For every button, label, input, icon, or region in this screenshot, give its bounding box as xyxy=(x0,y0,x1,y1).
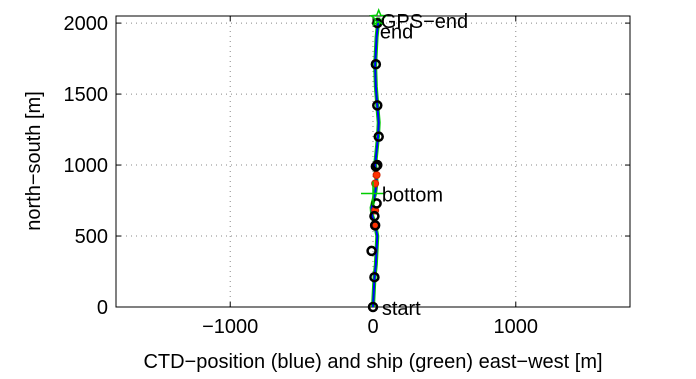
black-marker xyxy=(369,271,380,283)
black-marker xyxy=(366,245,377,257)
black-marker xyxy=(372,100,383,111)
black-marker xyxy=(373,131,384,142)
annotation-label: end xyxy=(380,22,413,44)
y-tick-label: 1000 xyxy=(64,155,109,177)
black-marker xyxy=(372,159,383,171)
y-tick-label: 2000 xyxy=(64,13,109,35)
y-tick-label: 500 xyxy=(75,226,108,248)
x-axis-label: CTD−position (blue) and ship (green) eas… xyxy=(143,351,602,373)
x-tick-label: 1000 xyxy=(494,316,539,338)
annotation-label: GPS−end xyxy=(381,11,468,33)
gps-end-marker xyxy=(369,8,389,27)
annotation-label: start xyxy=(382,298,421,320)
x-tick-label: −1000 xyxy=(202,316,258,338)
axis-ticks: −1000 0 1000 0 500 1000 1500 2000 xyxy=(64,13,630,338)
y-axis-label: north−south [m] xyxy=(23,91,45,231)
marker-layer xyxy=(361,8,389,313)
black-marker xyxy=(369,220,381,231)
black-marker xyxy=(370,59,382,70)
black-marker xyxy=(371,198,382,209)
black-marker xyxy=(369,210,380,222)
y-tick-label: 0 xyxy=(97,297,108,319)
annotation-label: bottom xyxy=(382,184,443,206)
black-marker xyxy=(367,301,379,313)
red-marker xyxy=(372,170,381,179)
y-tick-label: 1500 xyxy=(64,84,109,106)
x-tick-label: 0 xyxy=(367,316,378,338)
grid xyxy=(116,16,630,308)
